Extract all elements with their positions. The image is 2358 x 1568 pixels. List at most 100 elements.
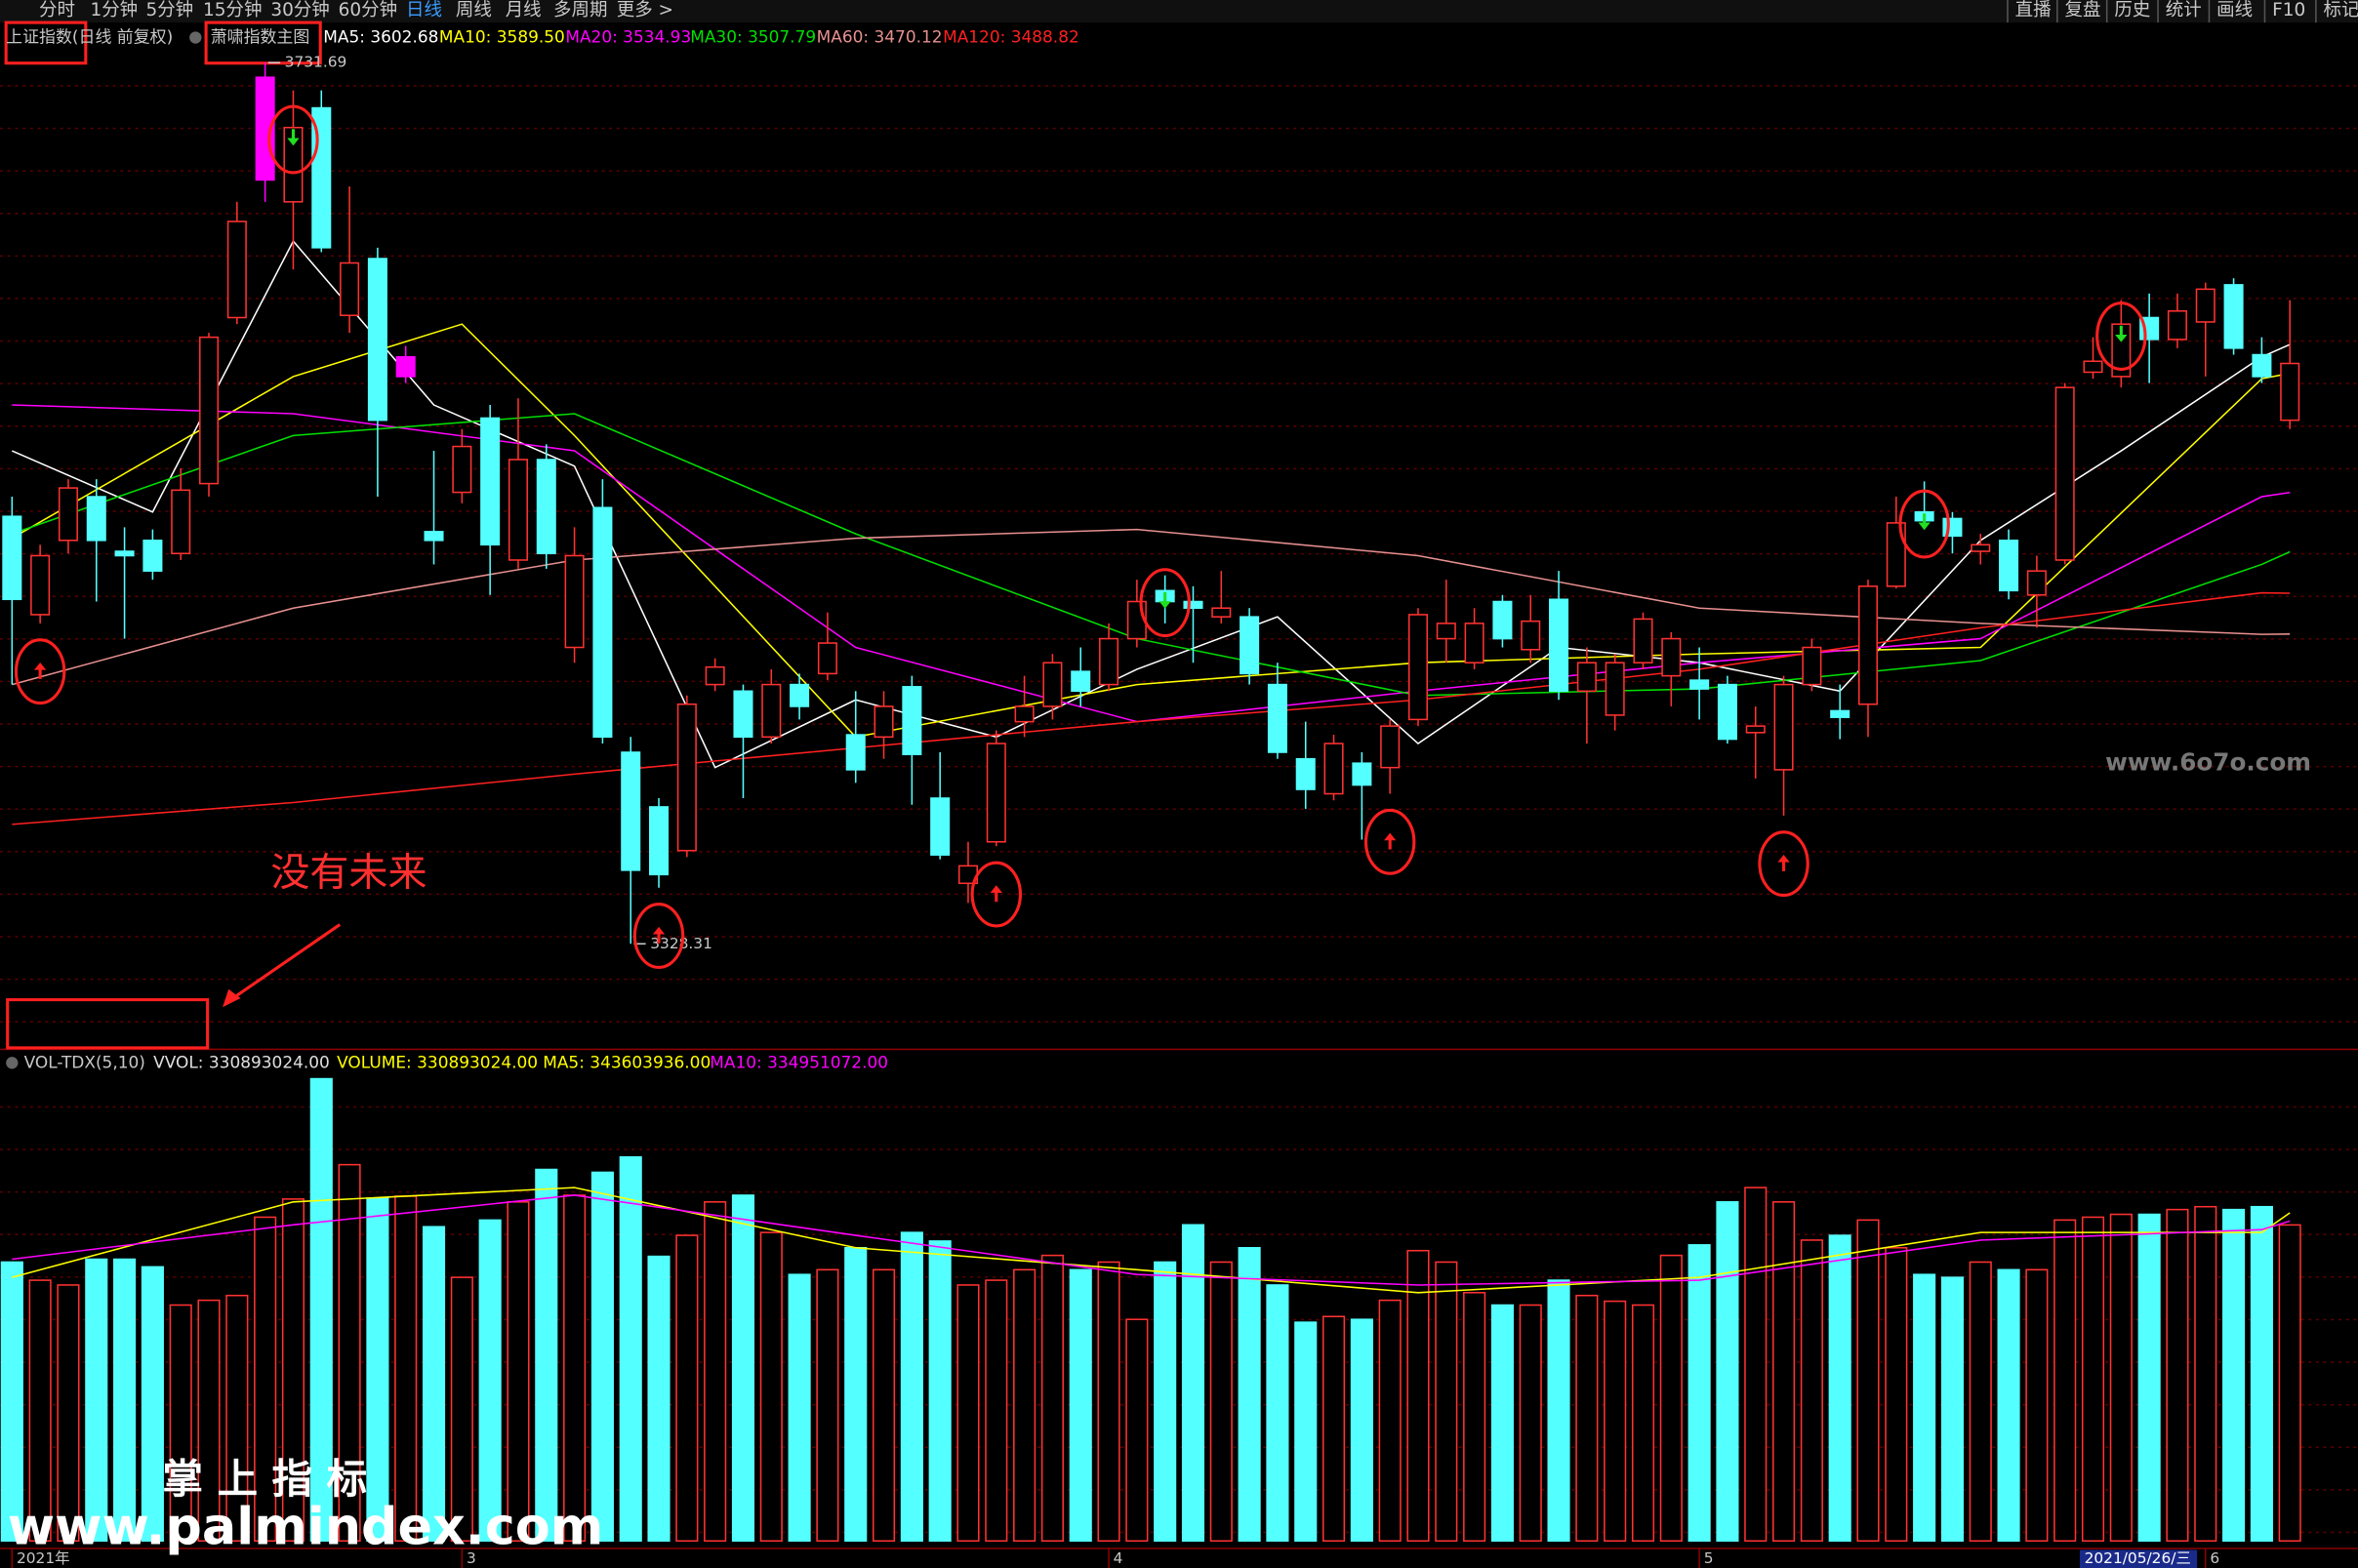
- toolbar-item[interactable]: 复盘: [2065, 0, 2101, 20]
- volume-bar: [1969, 1261, 1992, 1543]
- volume-bar: [1125, 1318, 1149, 1543]
- volume-bar: [2053, 1219, 2077, 1543]
- chart-title: 上证指数(日线 前复权): [6, 27, 173, 47]
- candle-body: [2, 515, 22, 601]
- candle-body: [30, 554, 51, 616]
- candle-body: [676, 703, 697, 852]
- volume-bar: [338, 1163, 361, 1543]
- highlight-box: [204, 20, 322, 65]
- toolbar-item[interactable]: 60分钟: [339, 0, 397, 20]
- candle-body: [340, 261, 360, 317]
- candle-body: [2111, 323, 2132, 378]
- annotation-arrow: [227, 923, 342, 1003]
- volume-bar: [675, 1234, 699, 1543]
- volume-bar: [704, 1201, 727, 1543]
- x-tick-label: 2021年: [17, 1549, 70, 1567]
- volume-title: VOL-TDX(5,10): [24, 1052, 145, 1071]
- volume-bar: [1238, 1247, 1261, 1543]
- toolbar-item[interactable]: 日线: [406, 0, 442, 20]
- toolbar-item[interactable]: 标记: [2324, 0, 2358, 20]
- toolbar-item[interactable]: 5分钟: [145, 0, 193, 20]
- candle-body: [1661, 637, 1682, 677]
- icon: [6, 1057, 19, 1069]
- candle-body: [424, 531, 444, 542]
- toolbar-item[interactable]: 更多 >: [617, 0, 673, 20]
- candle-body: [1042, 662, 1063, 707]
- volume-bar: [1856, 1219, 1880, 1543]
- grid-pattern: [0, 45, 2358, 1050]
- volume-bar: [141, 1266, 164, 1543]
- candle-body: [845, 734, 866, 771]
- toolbar-item[interactable]: 周线: [456, 0, 492, 20]
- candle-body: [649, 806, 670, 876]
- candle-body: [902, 686, 922, 755]
- volume-bar: [1406, 1249, 1430, 1543]
- volume-bar: [225, 1294, 249, 1543]
- candle-body: [1240, 616, 1260, 675]
- signal-circle: [14, 638, 66, 705]
- x-tick-label: 5: [1704, 1549, 1714, 1567]
- volume-bar: [1097, 1261, 1120, 1543]
- volume-bar: [450, 1276, 473, 1543]
- candle-body: [1633, 618, 1653, 663]
- volume-bar: [1040, 1254, 1064, 1543]
- candle-body: [761, 683, 782, 739]
- candle-body: [255, 76, 275, 181]
- toolbar-item[interactable]: 历史: [2114, 0, 2150, 20]
- volume-bar: [1209, 1261, 1233, 1543]
- volume-bar: [1181, 1224, 1205, 1543]
- toolbar-item[interactable]: 画线: [2216, 0, 2253, 20]
- toolbar-item[interactable]: 多周期: [553, 0, 607, 20]
- signal-circle: [632, 903, 685, 969]
- candle-body: [2167, 309, 2187, 341]
- volume-bar: [1716, 1201, 1739, 1543]
- toolbar-item[interactable]: 15分钟: [203, 0, 262, 20]
- volume-label: VOLUME: 330893024.00: [337, 1052, 538, 1071]
- legend-entry: MA30: 3507.79: [690, 27, 816, 47]
- volume-bar: [1687, 1244, 1711, 1543]
- candle-body: [508, 459, 528, 561]
- signal-circle: [970, 861, 1022, 928]
- volume-bar: [1013, 1268, 1037, 1543]
- volume-bar: [1547, 1279, 1570, 1543]
- candle-body: [2223, 284, 2244, 349]
- legend-entry: MA60: 3470.12: [817, 27, 943, 47]
- volume-bar: [1575, 1294, 1599, 1543]
- candle-body: [1464, 623, 1484, 663]
- extreme-label: 3731.69: [285, 54, 347, 71]
- candle-body: [1211, 607, 1232, 618]
- candle-body: [1717, 683, 1737, 741]
- volume-bar: [2166, 1208, 2189, 1543]
- volume-bar: [956, 1284, 980, 1543]
- watermark: 掌 上 指 标: [162, 1455, 367, 1503]
- volume-bar: [85, 1258, 108, 1543]
- toolbar-item[interactable]: 统计: [2166, 0, 2202, 20]
- ma-line: [12, 528, 2291, 686]
- toolbar-item[interactable]: F10: [2272, 0, 2305, 20]
- toolbar-item[interactable]: 直播: [2015, 0, 2052, 20]
- candle-body: [733, 690, 753, 739]
- buy-signal: [1777, 854, 1790, 871]
- candle-body: [1521, 620, 1541, 651]
- volume-bar: [197, 1299, 221, 1543]
- volume-bar: [1069, 1268, 1092, 1543]
- candle-body: [1323, 743, 1344, 795]
- volume-bar: [563, 1194, 587, 1543]
- candle-body: [1407, 614, 1429, 721]
- toolbar: [0, 0, 2358, 23]
- toolbar-item[interactable]: 月线: [506, 0, 542, 20]
- toolbar-item[interactable]: 分时: [39, 0, 75, 20]
- candle-body: [817, 642, 837, 675]
- volume-bar: [1463, 1292, 1486, 1543]
- volume-bar: [900, 1231, 923, 1543]
- volume-bar: [647, 1255, 671, 1543]
- candle-body: [2026, 570, 2047, 596]
- toolbar-item[interactable]: 30分钟: [270, 0, 329, 20]
- volume-bar: [1659, 1254, 1683, 1543]
- toolbar-item[interactable]: 1分钟: [90, 0, 138, 20]
- candle-body: [621, 751, 641, 871]
- candle-body: [1999, 540, 2019, 592]
- buy-signal: [990, 885, 1002, 903]
- volume-bar: [2194, 1205, 2217, 1543]
